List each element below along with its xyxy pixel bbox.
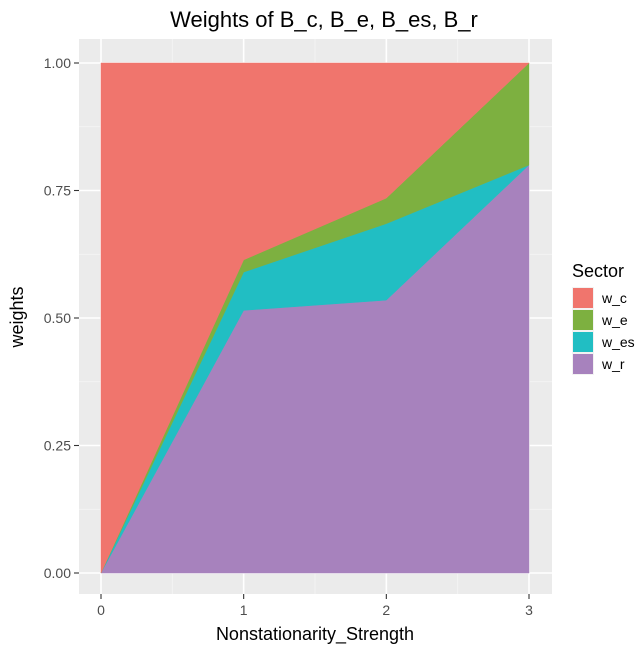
area-layers [100, 62, 530, 574]
legend-swatch-w-es [573, 332, 593, 352]
legend-label: w_r [601, 356, 625, 372]
legend-title: Sector [572, 261, 624, 281]
legend-swatch-w-e [573, 310, 593, 330]
y-tick-label: 0.50 [44, 310, 71, 326]
legend: Sector w_c w_e w_es w_r [572, 261, 635, 375]
legend-swatch-w-c [573, 288, 593, 308]
y-tick-label: 0.75 [44, 183, 71, 199]
y-tick-label: 1.00 [44, 55, 71, 71]
legend-swatch-w-r [573, 354, 593, 374]
x-tick-label: 0 [97, 602, 105, 618]
y-tick-label: 0.00 [44, 565, 71, 581]
chart-title: Weights of B_c, B_e, B_es, B_r [170, 7, 478, 32]
legend-label: w_c [601, 290, 627, 306]
legend-label: w_es [601, 334, 635, 350]
y-tick-label: 0.25 [44, 438, 71, 454]
area-w-c [100, 62, 530, 574]
x-axis-title: Nonstationarity_Strength [216, 624, 414, 645]
legend-label: w_e [601, 312, 628, 328]
y-axis: 0.00 0.25 0.50 0.75 1.00 [44, 55, 79, 581]
x-axis: 0 1 2 3 [97, 594, 533, 618]
x-tick-label: 2 [382, 602, 390, 618]
x-tick-label: 1 [240, 602, 248, 618]
x-tick-label: 3 [525, 602, 533, 618]
y-axis-title: weights [7, 286, 27, 348]
